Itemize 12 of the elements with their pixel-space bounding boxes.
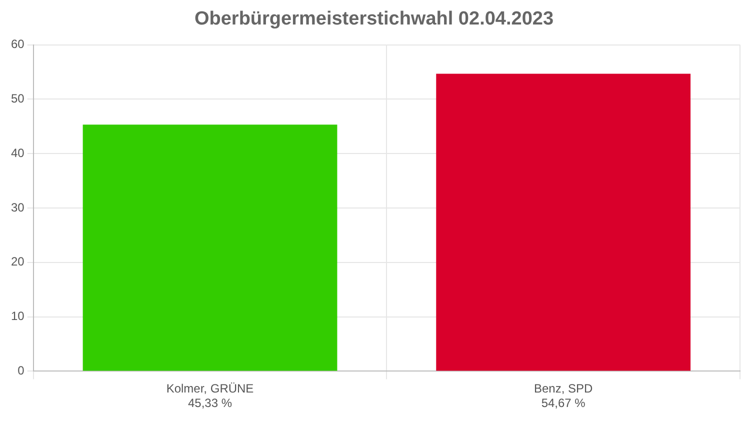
y-tick-label: 40 — [10, 146, 25, 160]
y-tick-label: 60 — [10, 37, 25, 52]
data-label: 54,67 % — [541, 396, 586, 410]
chart-title: Oberbürgermeisterstichwahl 02.04.2023 — [194, 8, 554, 30]
y-tick-label: 0 — [18, 364, 25, 378]
y-tick-label: 50 — [10, 92, 25, 106]
y-tick-label: 10 — [10, 309, 25, 324]
x-tick-label: Kolmer, GRÜNE — [166, 382, 254, 396]
y-tick-label: 20 — [10, 254, 25, 269]
data-label: 45,33 % — [188, 396, 232, 410]
x-tick-label: Benz, SPD — [534, 382, 594, 396]
y-tick-label: 30 — [10, 200, 25, 214]
